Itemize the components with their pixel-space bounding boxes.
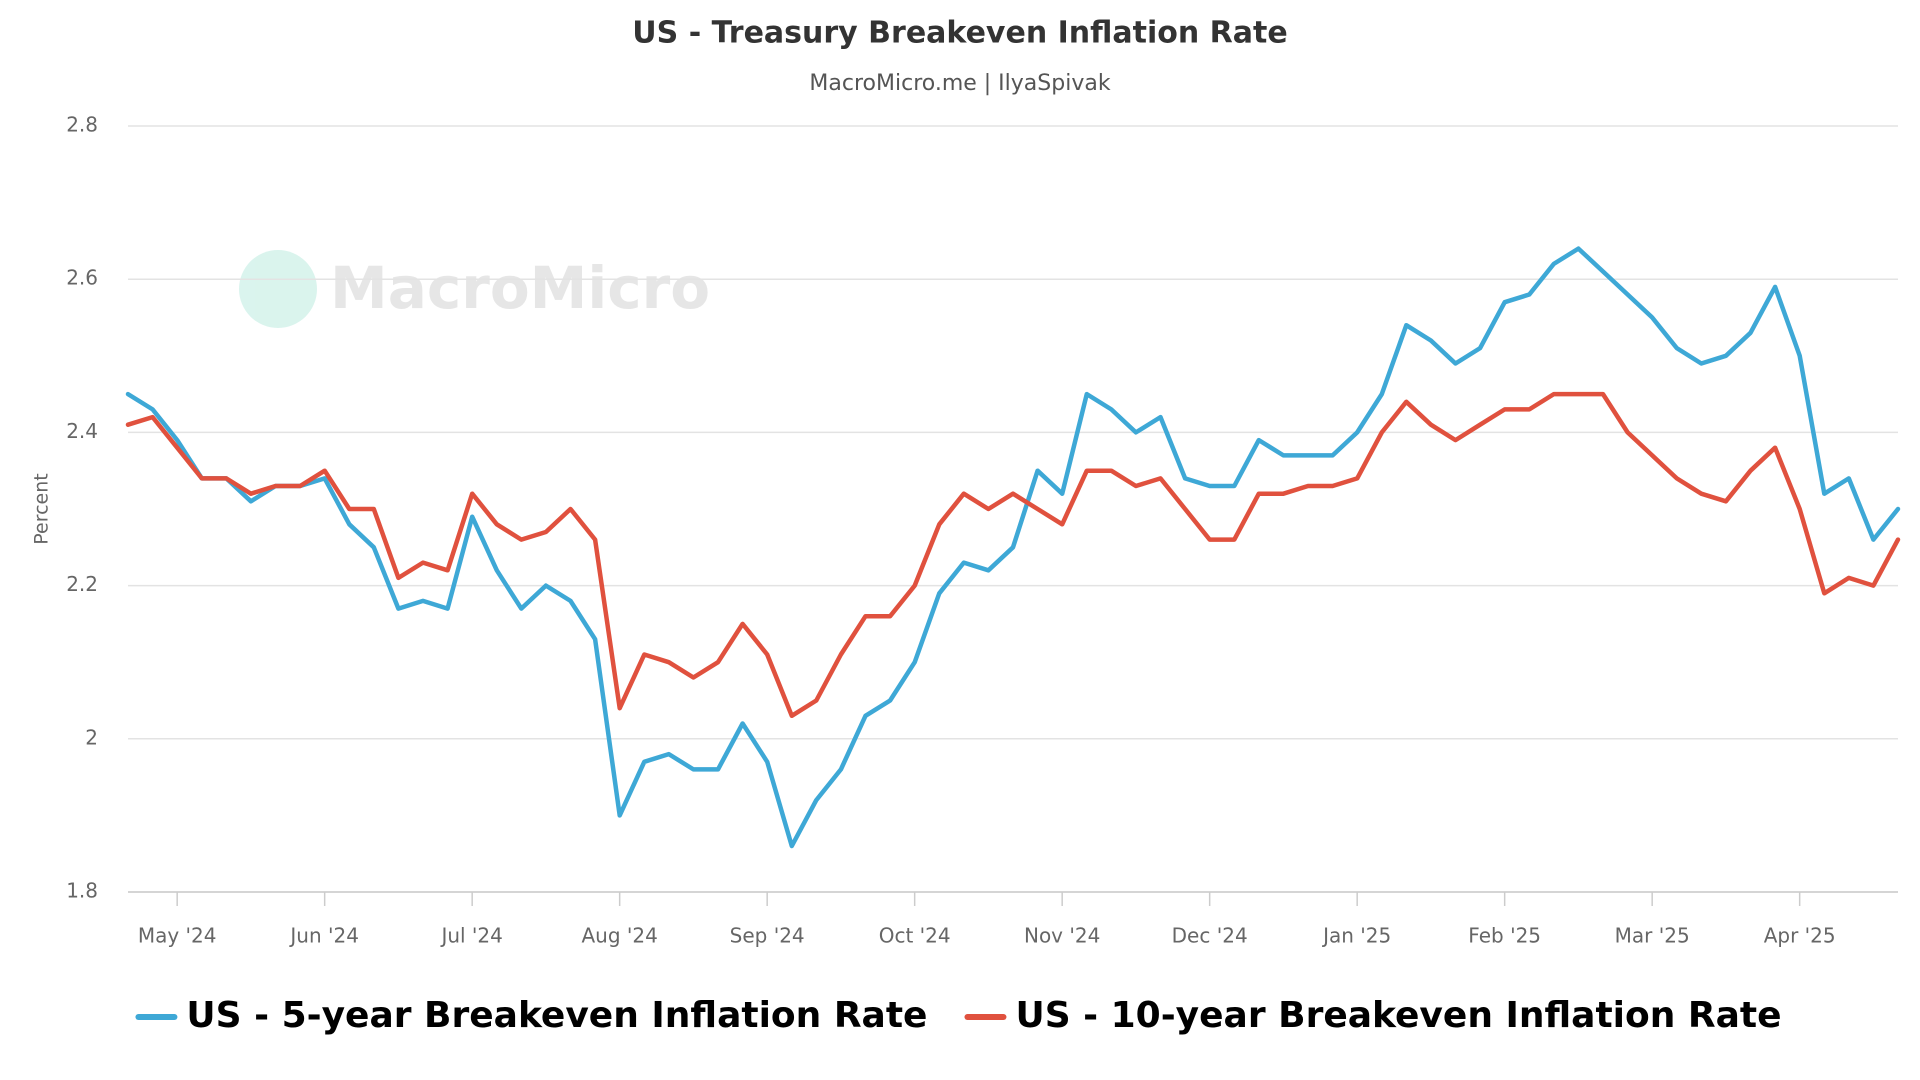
x-tick-label: Sep '24 (730, 924, 805, 948)
x-tick-label: Mar '25 (1615, 924, 1690, 948)
x-tick-label: May '24 (138, 924, 217, 948)
watermark-group: MacroMicro (239, 250, 710, 328)
legend-label: US - 5-year Breakeven Inflation Rate (186, 995, 927, 1036)
x-tick-label: Aug '24 (581, 924, 657, 948)
x-tick-label: Dec '24 (1172, 924, 1248, 948)
data-line (125, 391, 1901, 719)
y-tick-label: 2 (85, 725, 98, 749)
y-tick-label: 2.4 (66, 419, 98, 443)
x-tick-label: Jul '24 (439, 924, 502, 948)
y-tick-label: 2.8 (66, 113, 98, 137)
y-axis-title: Percent (31, 473, 53, 545)
y-tick-label: 1.8 (66, 879, 98, 903)
x-tick-label: Apr '25 (1764, 924, 1836, 948)
y-tick-label: 2.6 (66, 266, 98, 290)
data-line (125, 246, 1901, 849)
y-tick-label: 2.2 (66, 572, 98, 596)
watermark: MacroMicro (330, 254, 710, 322)
chart-subtitle: MacroMicro.me | IlyaSpivak (809, 71, 1110, 96)
chart-title: US - Treasury Breakeven Inflation Rate (632, 16, 1287, 51)
x-tick-label: Jan '25 (1321, 924, 1391, 948)
legend-label: US - 10-year Breakeven Inflation Rate (1015, 995, 1781, 1036)
legend: US - 5-year Breakeven Inflation Rate US -… (135, 995, 1782, 1036)
x-tick-label: Nov '24 (1024, 924, 1100, 948)
x-tick-label: Oct '24 (879, 924, 951, 948)
watermark-logo (239, 250, 317, 328)
x-tick-label: Feb '25 (1468, 924, 1541, 948)
x-tick-label: Jun '24 (288, 924, 359, 948)
